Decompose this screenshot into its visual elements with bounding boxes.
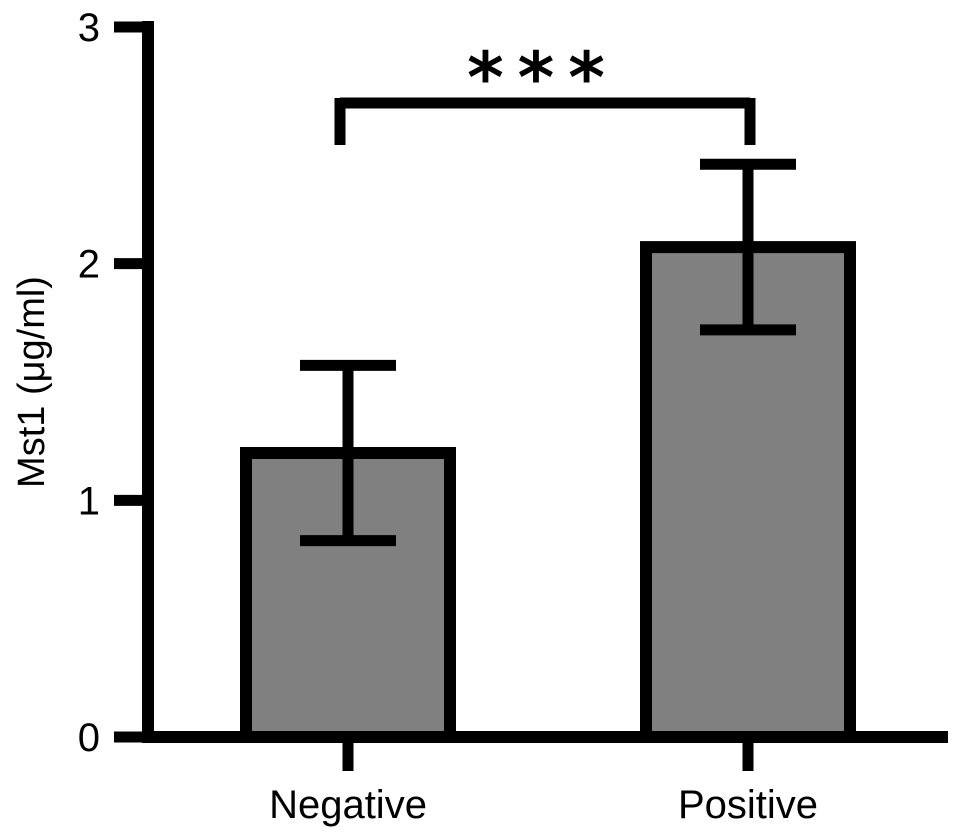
axes-layer xyxy=(114,21,948,771)
y-axis-title: Mst1 (μg/ml) xyxy=(11,276,53,488)
y-tick-label: 0 xyxy=(78,716,100,760)
x-tick-label-negative: Negative xyxy=(269,783,427,827)
bars-layer xyxy=(240,241,856,743)
error-bars-layer xyxy=(300,158,796,547)
x-tick-label-positive: Positive xyxy=(678,783,818,827)
y-tick-label: 1 xyxy=(78,479,100,523)
y-tick-label: 2 xyxy=(78,243,100,287)
y-tick-label: 3 xyxy=(78,6,100,50)
significance-label: *** xyxy=(467,37,619,119)
labels-layer: 0 1 2 3 Negative Positive Mst1 (μg/ml) xyxy=(11,6,818,827)
significance-layer: *** xyxy=(334,37,756,145)
